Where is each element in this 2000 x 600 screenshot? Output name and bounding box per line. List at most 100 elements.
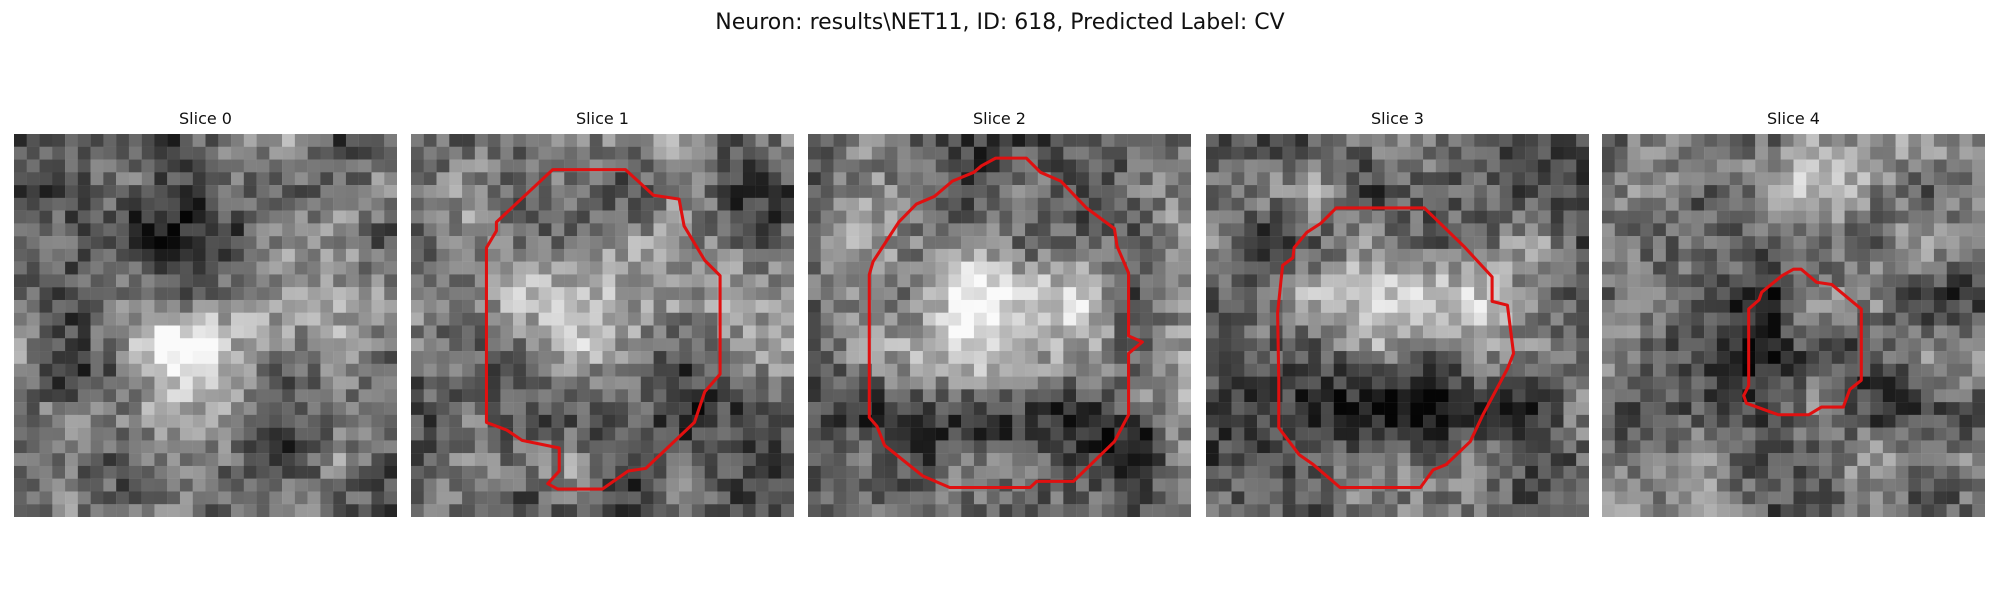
pixel [1921, 210, 1935, 224]
pixel [1474, 185, 1488, 199]
pixel [294, 274, 308, 288]
pixel [52, 159, 66, 173]
pixel [615, 402, 629, 416]
pixel [755, 287, 769, 301]
pixel [1691, 185, 1705, 199]
pixel [1435, 172, 1449, 186]
pixel [691, 478, 705, 492]
pixel [897, 338, 911, 352]
pixel [1206, 312, 1219, 326]
pixel [768, 389, 782, 403]
pixel [1946, 491, 1960, 505]
pixel [1371, 134, 1385, 147]
pixel [1653, 376, 1667, 390]
pixel [513, 325, 527, 339]
pixel [1640, 376, 1654, 390]
pixel [423, 478, 437, 492]
pixel [26, 146, 40, 160]
pixel [525, 287, 539, 301]
pixel [1282, 491, 1296, 505]
pixel [411, 338, 424, 352]
pixel [294, 185, 308, 199]
pixel [1640, 389, 1654, 403]
pixel [1946, 453, 1960, 467]
pixel [154, 299, 168, 313]
pixel [462, 159, 476, 173]
pixel [282, 465, 296, 479]
pixel [1346, 299, 1360, 313]
pixel [487, 440, 501, 454]
pixel [1025, 134, 1038, 147]
pixel [1269, 363, 1283, 377]
pixel [1691, 402, 1705, 416]
pixel [961, 363, 975, 377]
pixel [65, 363, 79, 377]
pixel [935, 134, 949, 147]
pixel [1486, 351, 1500, 364]
pixel [1972, 185, 1985, 199]
pixel [1780, 236, 1794, 250]
pixel [1767, 389, 1781, 403]
pixel [1921, 261, 1935, 275]
pixel [1371, 236, 1385, 250]
pixel [1933, 210, 1947, 224]
pixel [1333, 223, 1347, 237]
pixel [231, 414, 244, 428]
pixel [449, 402, 463, 416]
pixel [961, 223, 975, 237]
pixel [345, 389, 359, 403]
pixel [231, 236, 244, 250]
pixel [1640, 504, 1654, 517]
pixel [781, 312, 794, 326]
pixel [423, 338, 437, 352]
pixel [90, 363, 104, 377]
pixel [1525, 389, 1539, 403]
pixel [487, 185, 501, 199]
pixel [538, 261, 552, 275]
pixel [1716, 172, 1730, 186]
pixel [846, 504, 860, 517]
pixel [1653, 236, 1667, 250]
pixel [1152, 414, 1166, 428]
pixel [218, 312, 232, 326]
pixel [1627, 185, 1641, 199]
pixel [1614, 453, 1628, 467]
pixel [1972, 299, 1985, 313]
pixel [1882, 248, 1896, 262]
pixel [1218, 261, 1232, 275]
pixel [1012, 223, 1026, 237]
pixel [500, 159, 514, 173]
pixel [1371, 223, 1385, 237]
pixel [1614, 146, 1628, 160]
pixel [986, 299, 1000, 313]
pixel [1806, 478, 1820, 492]
pixel [65, 351, 79, 364]
pixel [256, 478, 270, 492]
pixel [1614, 389, 1628, 403]
pixel [1037, 440, 1051, 454]
pixel [320, 261, 334, 275]
pixel [1423, 159, 1436, 173]
pixel [1716, 159, 1730, 173]
pixel [1959, 491, 1973, 505]
pixel [1729, 338, 1743, 352]
pixel [1895, 351, 1909, 364]
pixel [1206, 236, 1219, 250]
pixel [820, 197, 834, 211]
pixel [282, 453, 296, 467]
pixel [1308, 197, 1322, 211]
pixel [628, 299, 641, 313]
pixel [1972, 248, 1985, 262]
pixel [167, 248, 181, 262]
pixel [820, 287, 834, 301]
pixel [871, 389, 885, 403]
pixel [1780, 146, 1794, 160]
pixel [1152, 338, 1166, 352]
pixel [371, 146, 385, 160]
pixel [1295, 465, 1309, 479]
pixel [77, 261, 91, 275]
pixel [691, 465, 705, 479]
pixel [1346, 427, 1360, 441]
pixel [589, 185, 603, 199]
pixel [1076, 210, 1090, 224]
